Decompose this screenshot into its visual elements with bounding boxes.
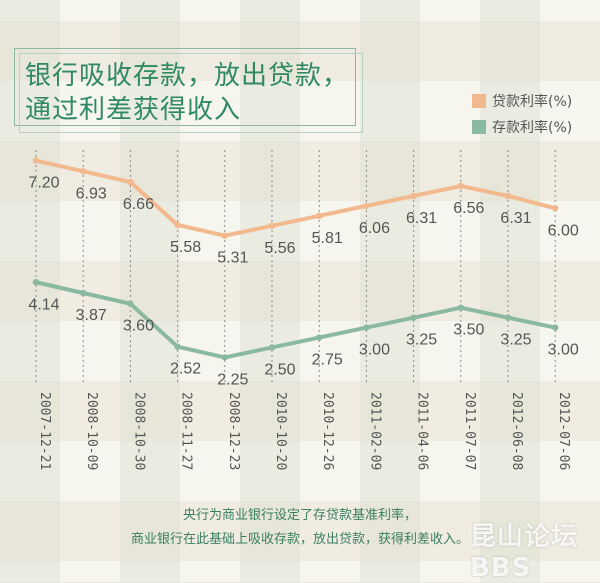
series-0-point-2: [127, 178, 134, 186]
series-1-point-4: [221, 354, 228, 361]
series-0-point-8: [410, 192, 417, 200]
series-0-label-5: 5.56: [264, 240, 295, 257]
series-1-label-8: 3.25: [406, 332, 437, 349]
series-0-point-3: [174, 221, 181, 229]
series-0-label-1: 6.93: [76, 185, 107, 202]
series-0-label-9: 6.56: [453, 200, 484, 217]
series-1-label-11: 3.00: [548, 342, 579, 359]
title-box: 银行吸收存款，放出贷款， 通过利差获得收入: [14, 48, 363, 133]
legend-item-loan: 贷款利率(%): [472, 90, 572, 112]
series-0-label-11: 6.00: [548, 222, 579, 239]
footer: 央行为商业银行设定了存贷款基准利率， 商业银行在此基础上吸收存款，放出贷款，获得…: [0, 504, 600, 552]
line-layer: [35, 158, 556, 360]
legend: 贷款利率(%) 存款利率(%): [472, 90, 572, 142]
x-tick-label-11: 2012-07-06: [556, 392, 571, 470]
label-layer: 7.20 6.93 6.66 5.58 5.31 5.56 5.81 6.06 6.31 6.56…: [28, 175, 578, 389]
series-1-label-0: 4.14: [28, 296, 59, 313]
legend-swatch-loan: [472, 94, 486, 108]
x-tick-label-8: 2011-04-06: [415, 392, 430, 470]
series-0-point-1: [80, 168, 87, 175]
series-0-point-4: [221, 232, 228, 239]
x-tick-label-10: 2012-06-08: [509, 392, 524, 470]
series-line-1: [35, 280, 556, 360]
legend-swatch-deposit: [472, 120, 486, 134]
series-0-label-2: 6.66: [123, 196, 154, 213]
series-1-label-2: 3.60: [123, 318, 154, 335]
series-1-label-5: 2.50: [264, 361, 295, 378]
series-1-point-11: [552, 324, 559, 331]
series-1-point-10: [504, 314, 512, 321]
x-tick-label-4: 2008-12-23: [226, 392, 241, 470]
x-tick-labels: 2007-12-21 2008-10-09 2008-10-30 2008-11-27…: [37, 392, 571, 470]
series-1-point-5: [268, 344, 276, 351]
series-0-point-7: [363, 202, 370, 210]
series-0-label-4: 5.31: [217, 250, 248, 267]
series-0-label-6: 5.81: [312, 230, 343, 247]
series-1-point-9: [457, 304, 464, 311]
series-0-point-6: [316, 212, 323, 220]
series-1-label-6: 2.75: [312, 352, 343, 369]
series-0-label-8: 6.31: [406, 210, 437, 227]
series-1-point-6: [316, 334, 323, 341]
series-1-label-10: 3.25: [500, 332, 531, 349]
series-0-label-10: 6.31: [500, 210, 531, 227]
series-0-point-10: [504, 192, 512, 200]
series-0-point-9: [457, 182, 464, 190]
series-0-label-7: 6.06: [359, 220, 390, 237]
legend-label-deposit: 存款利率(%): [492, 120, 573, 136]
x-tick-label-7: 2011-02-09: [367, 392, 382, 470]
series-0-point-5: [268, 222, 276, 229]
series-1-label-7: 3.00: [359, 342, 390, 359]
footer-line-1: 央行为商业银行设定了存贷款基准利率，: [182, 508, 417, 523]
series-1-label-3: 2.52: [170, 361, 201, 378]
series-0-label-3: 5.58: [170, 239, 201, 256]
series-1-point-1: [80, 289, 87, 297]
series-1-point-2: [127, 300, 134, 307]
x-tick-label-9: 2011-07-07: [462, 392, 477, 470]
series-1-label-4: 2.25: [217, 371, 248, 388]
footer-line-2: 商业银行在此基础上吸收存款，放出贷款，获得利差收入。: [130, 532, 469, 547]
x-tick-label-3: 2008-11-27: [179, 392, 194, 470]
series-1-label-1: 3.87: [76, 307, 107, 324]
series-1-point-3: [174, 343, 181, 350]
x-tick-label-5: 2010-10-20: [273, 392, 288, 470]
x-tick-label-0: 2007-12-21: [37, 392, 52, 470]
series-1-point-0: [32, 279, 40, 286]
series-1-point-8: [410, 314, 417, 321]
legend-label-loan: 贷款利率(%): [492, 94, 573, 110]
x-tick-label-6: 2010-12-26: [320, 392, 335, 470]
legend-item-deposit: 存款利率(%): [472, 116, 572, 138]
x-tick-label-2: 2008-10-30: [131, 392, 146, 470]
series-0-label-0: 7.20: [28, 175, 59, 192]
series-1-point-7: [363, 324, 370, 331]
series-0-point-0: [32, 157, 40, 164]
grid-layer: [35, 150, 556, 385]
series-line-0: [35, 158, 556, 238]
point-layer: [32, 157, 559, 361]
watermark: 昆山论坛 BBS: [470, 522, 579, 583]
series-1-label-9: 3.50: [453, 322, 484, 339]
series-0-point-11: [552, 205, 559, 212]
line-chart: 7.20 6.93 6.66 5.58 5.31 5.56 5.81 6.06 6.31 6.56…: [28, 150, 579, 470]
x-tick-label-1: 2008-10-09: [84, 392, 99, 470]
